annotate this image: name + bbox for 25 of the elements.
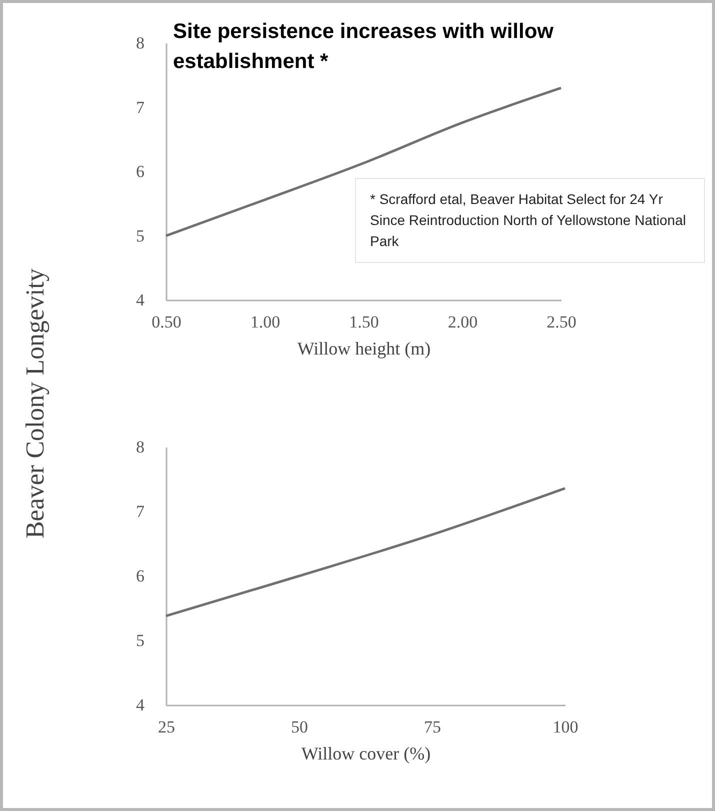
y-tick-label: 5 xyxy=(136,226,144,246)
x-tick-label: 1.00 xyxy=(250,312,280,332)
annotation: * Scrafford etal, Beaver Habitat Select for 24 Yr Since Reintroduction North of Yellowstone National Park xyxy=(355,178,705,263)
y-tick-label: 6 xyxy=(136,162,144,181)
y-tick-label: 5 xyxy=(136,631,144,650)
chart-title: Site persistence increases with willow establishment * xyxy=(173,19,554,75)
x-tick-label: 100 xyxy=(552,718,578,736)
x-tick-label: 2.00 xyxy=(448,312,478,332)
y-tick-label: 7 xyxy=(136,98,145,117)
x-tick-label: 25 xyxy=(158,718,175,736)
y-tick-label: 8 xyxy=(136,34,144,52)
x-tick-label: 0.50 xyxy=(152,312,182,332)
x-axis-title: Willow cover (%) xyxy=(301,744,431,764)
y-axis-title: Beaver Colony Longevity xyxy=(20,268,50,539)
y-tick-label: 4 xyxy=(136,696,145,714)
x-axis-title: Willow height (m) xyxy=(297,338,431,358)
x-tick-label: 1.50 xyxy=(349,312,379,332)
x-tick-label: 75 xyxy=(424,718,441,736)
x-tick-label: 50 xyxy=(291,718,308,736)
line-series xyxy=(164,487,566,618)
y-tick-label: 8 xyxy=(136,438,144,456)
y-tick-label: 7 xyxy=(136,502,145,521)
x-tick-label: 2.50 xyxy=(546,312,576,332)
y-tick-label: 6 xyxy=(136,566,144,586)
y-tick-label: 4 xyxy=(136,290,145,310)
